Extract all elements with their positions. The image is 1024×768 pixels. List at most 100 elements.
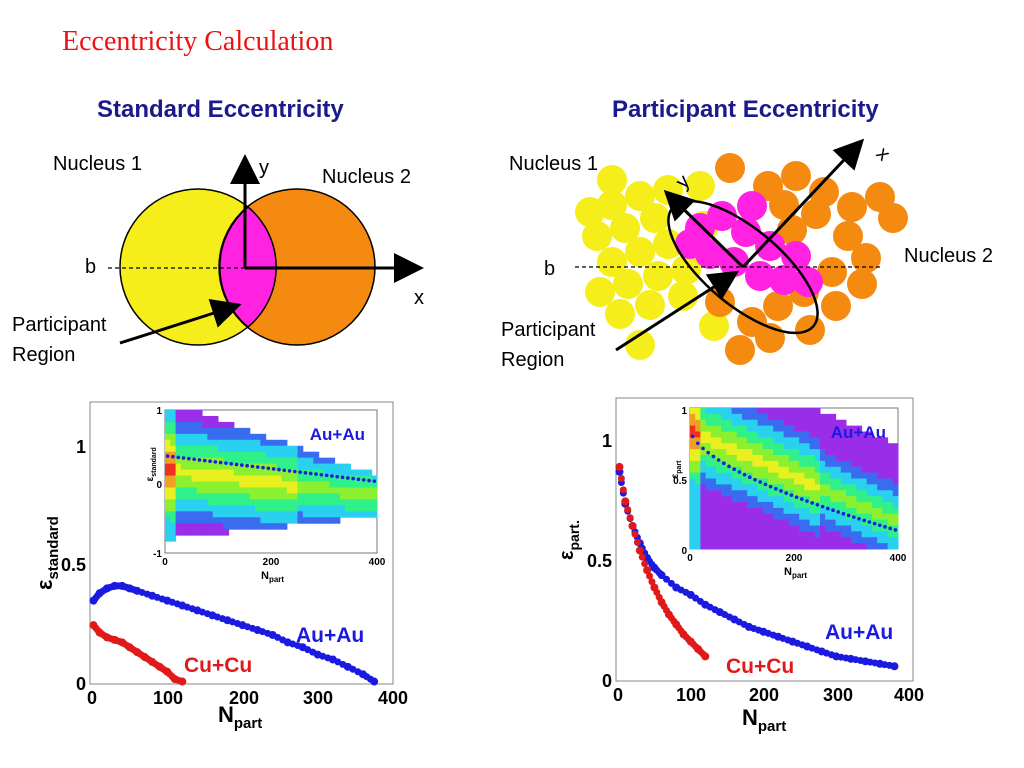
- heatmap-cell: [345, 463, 351, 471]
- data-point: [682, 588, 690, 596]
- heatmap-cell: [233, 493, 240, 500]
- heatmap-cell: [835, 519, 842, 526]
- nucleon-yellow: [640, 203, 670, 233]
- heatmap-cell: [887, 519, 894, 526]
- heatmap-cell: [260, 451, 267, 459]
- heatmap-cell: [736, 490, 743, 497]
- heatmap-cell: [887, 507, 894, 515]
- heatmap-cell: [856, 502, 863, 509]
- heatmap-cell: [260, 457, 267, 465]
- heatmap-cell: [202, 505, 208, 512]
- heatmap-cell: [695, 537, 701, 544]
- heatmap-cell: [861, 513, 868, 521]
- heatmap-cell: [825, 513, 831, 521]
- heatmap-cell: [752, 437, 759, 444]
- heatmap-cell: [866, 484, 873, 491]
- heatmap-cell: [872, 496, 878, 503]
- heatmap-cell: [281, 439, 288, 447]
- heatmap-cell: [366, 511, 373, 518]
- heatmap-cell: [345, 493, 351, 500]
- heatmap-cell: [731, 431, 738, 438]
- inset-mean-point: [234, 462, 239, 467]
- heatmap-cell: [700, 490, 707, 497]
- heatmap-cell: [783, 484, 790, 491]
- heatmap-cell: [297, 493, 304, 500]
- heatmap-cell: [249, 523, 256, 530]
- heatmap-cell: [700, 531, 707, 538]
- heatmap-cell: [778, 484, 785, 491]
- heatmap-cell: [736, 537, 743, 544]
- heatmap-cell: [856, 472, 863, 479]
- heatmap-cell: [861, 496, 868, 503]
- heatmap-cell: [186, 421, 192, 429]
- heatmap-cell: [736, 425, 743, 432]
- heatmap-cell: [731, 490, 738, 497]
- inset-mean-point: [862, 518, 866, 523]
- heatmap-cell: [809, 413, 816, 421]
- heatmap-cell: [207, 445, 214, 453]
- heatmap-cell: [773, 537, 779, 544]
- heatmap-cell: [271, 499, 277, 506]
- nucleon-participant: [707, 201, 737, 231]
- heatmap-cell: [207, 439, 214, 447]
- heatmap-cell: [721, 413, 727, 421]
- b-label: b: [85, 256, 97, 278]
- heatmap-cell: [830, 513, 837, 521]
- heatmap-cell: [716, 437, 722, 444]
- heatmap-cell: [794, 478, 800, 485]
- heatmap-cell: [355, 499, 362, 506]
- heatmap-cell: [175, 517, 182, 524]
- heatmap-cell: [695, 419, 701, 427]
- inset-mean-point: [282, 468, 287, 473]
- inset-mean-point: [277, 467, 281, 472]
- inset-mean-point: [836, 510, 840, 514]
- heatmap-cell: [752, 425, 759, 432]
- heatmap-cell: [851, 478, 857, 485]
- data-point: [886, 661, 894, 669]
- inset-y-title: εpart: [670, 460, 683, 479]
- heatmap-cell: [212, 511, 219, 518]
- heatmap-cell: [700, 449, 707, 456]
- heatmap-cell: [861, 543, 868, 550]
- heatmap-cell: [887, 496, 894, 503]
- heatmap-cell: [276, 493, 283, 500]
- heatmap-cell: [794, 408, 800, 415]
- heatmap-cell: [820, 531, 826, 538]
- data-point: [621, 497, 630, 506]
- heatmap-cell: [297, 463, 304, 471]
- heatmap-cell: [191, 505, 198, 512]
- inset-au-au-label: Au+Au: [831, 423, 886, 442]
- y-tick-label: 0.5: [587, 551, 612, 571]
- heatmap-cell: [191, 529, 198, 536]
- heatmap-cell: [820, 513, 826, 521]
- heatmap-cell: [788, 460, 795, 468]
- heatmap-cell: [726, 460, 733, 468]
- heatmap-cell: [794, 443, 800, 450]
- heatmap-cell: [783, 460, 790, 468]
- heatmap-cell: [799, 455, 805, 462]
- heatmap-cell: [186, 505, 192, 512]
- heatmap-cell: [783, 496, 790, 503]
- heatmap-cell: [313, 481, 320, 488]
- heatmap-cell: [887, 472, 894, 479]
- heatmap-cell: [783, 413, 790, 421]
- heatmap-cell: [228, 421, 235, 429]
- heatmap-cell: [877, 519, 883, 526]
- nucleon-yellow: [613, 269, 643, 299]
- heatmap-cell: [840, 478, 847, 485]
- heatmap-cell: [814, 443, 821, 450]
- nucleon-yellow: [671, 255, 701, 285]
- heatmap-cell: [196, 481, 203, 488]
- nucleon-participant: [745, 261, 775, 291]
- heatmap-cell: [830, 531, 837, 538]
- heatmap-cell: [690, 531, 696, 538]
- heatmap-cell: [721, 408, 727, 415]
- y-axis-arrow: [663, 189, 745, 269]
- heatmap-cell: [872, 531, 878, 538]
- heatmap-cell: [276, 505, 283, 512]
- heatmap-cell: [820, 484, 826, 491]
- heatmap-cell: [866, 431, 873, 438]
- heatmap-cell: [196, 517, 203, 524]
